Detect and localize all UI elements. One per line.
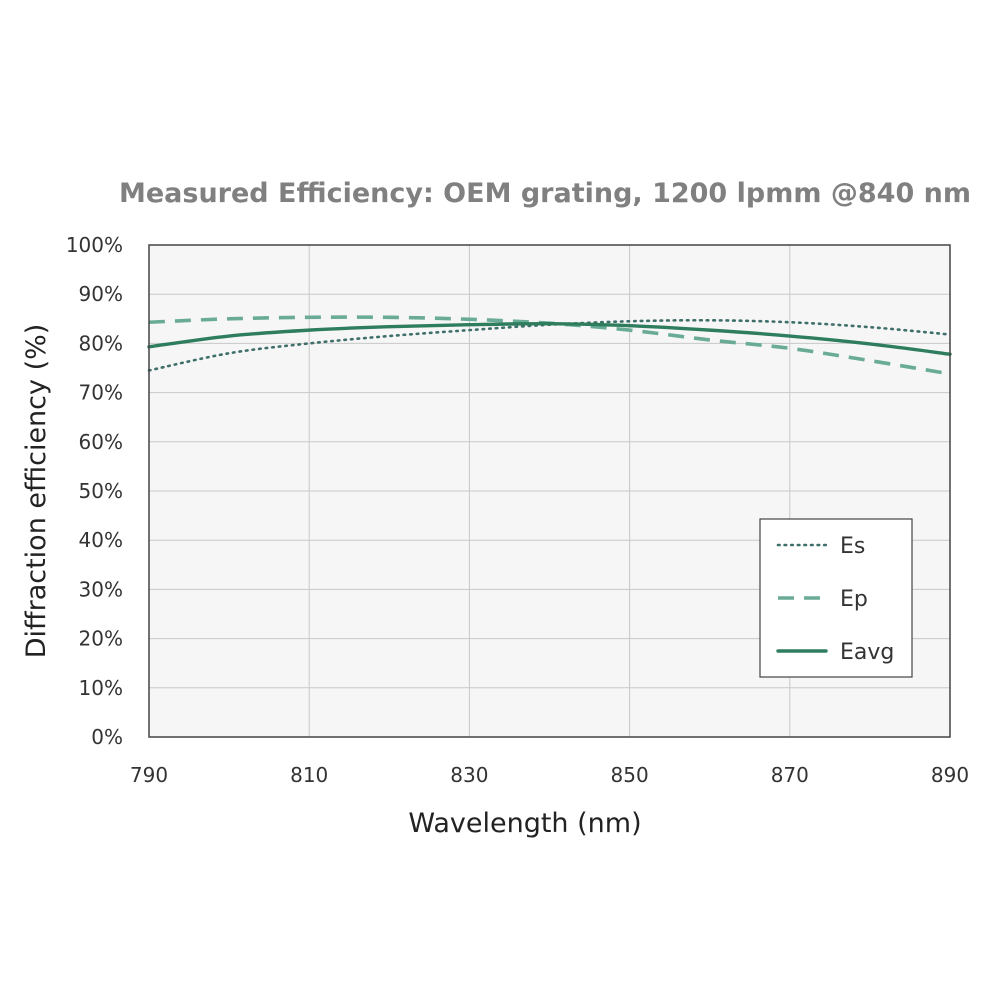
legend: Es Ep Eavg xyxy=(759,518,913,678)
y-tick-label: 40% xyxy=(79,528,123,552)
y-tick-label: 0% xyxy=(91,725,123,749)
y-tick-label: 100% xyxy=(66,233,123,257)
chart-title: Measured Efficiency: OEM grating, 1200 l… xyxy=(119,178,971,209)
x-tick-label: 890 xyxy=(931,763,969,787)
legend-label-es: Es xyxy=(840,534,865,559)
y-tick-label: 50% xyxy=(79,479,123,503)
y-tick-label: 80% xyxy=(79,331,123,355)
y-axis-label: Diffraction efficiency (%) xyxy=(21,324,52,659)
y-tick-label: 10% xyxy=(79,676,123,700)
y-tick-label: 20% xyxy=(79,627,123,651)
y-tick-label: 70% xyxy=(79,381,123,405)
x-tick-label: 870 xyxy=(771,763,809,787)
y-tick-label: 90% xyxy=(79,282,123,306)
x-axis-tick-labels: 790 810 830 850 870 890 xyxy=(130,763,969,787)
legend-label-eavg: Eavg xyxy=(840,640,894,665)
x-tick-label: 810 xyxy=(290,763,328,787)
plot-border xyxy=(148,244,951,738)
x-tick-label: 790 xyxy=(130,763,168,787)
series-lines xyxy=(147,315,952,376)
x-tick-label: 830 xyxy=(450,763,488,787)
y-tick-label: 30% xyxy=(79,577,123,601)
x-axis-label: Wavelength (nm) xyxy=(408,808,641,839)
legend-label-ep: Ep xyxy=(840,587,868,612)
series-line-eavg xyxy=(147,321,952,356)
y-axis-tick-labels: 0% 10% 20% 30% 40% 50% 60% 70% 80% 90% 100% xyxy=(66,233,123,749)
y-tick-label: 60% xyxy=(79,430,123,454)
x-tick-label: 850 xyxy=(611,763,649,787)
